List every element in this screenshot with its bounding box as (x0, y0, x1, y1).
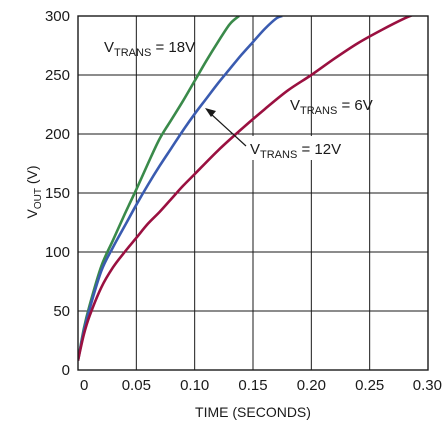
x-axis-title: TIME (SECONDS) (195, 404, 311, 420)
y-tick-label: 250 (45, 67, 70, 84)
x-tick-label: 0.10 (180, 377, 209, 394)
y-axis-title: VOUT (V) (24, 165, 44, 218)
x-tick-label: 0.30 (413, 377, 442, 394)
tick-labels: 0 0.05 0.10 0.15 0.20 0.25 0.30 0 50 100 150 200 250… (45, 8, 442, 394)
x-tick-label: 0.05 (122, 377, 151, 394)
annotation-vtrans-12v: VTRANS = 12V (250, 141, 341, 161)
y-tick-label: 200 (45, 126, 70, 143)
x-tick-label: 0 (80, 377, 88, 394)
annotation-vtrans-6v: VTRANS = 6V (290, 97, 373, 117)
plot-border (77, 15, 429, 371)
series-line-vtrans-6v (78, 16, 414, 361)
y-tick-label: 300 (45, 8, 70, 25)
x-tick-label: 0.25 (355, 377, 384, 394)
annotation-vtrans-18v: VTRANS = 18V (104, 39, 195, 59)
grid (77, 15, 429, 371)
y-tick-label: 100 (45, 244, 70, 261)
x-tick-label: 0.15 (238, 377, 267, 394)
series-line-vtrans-18v (78, 16, 240, 361)
x-tick-label: 0.20 (297, 377, 326, 394)
series-line-vtrans-12v (78, 16, 283, 361)
y-tick-label: 0 (62, 362, 70, 379)
series-group (78, 16, 414, 361)
annotation-12v-arrow (210, 113, 247, 147)
annotation-12v-background (246, 136, 364, 160)
y-tick-label: 50 (53, 303, 70, 320)
y-tick-label: 150 (45, 185, 70, 202)
annotation-12v-arrowhead (205, 108, 216, 117)
